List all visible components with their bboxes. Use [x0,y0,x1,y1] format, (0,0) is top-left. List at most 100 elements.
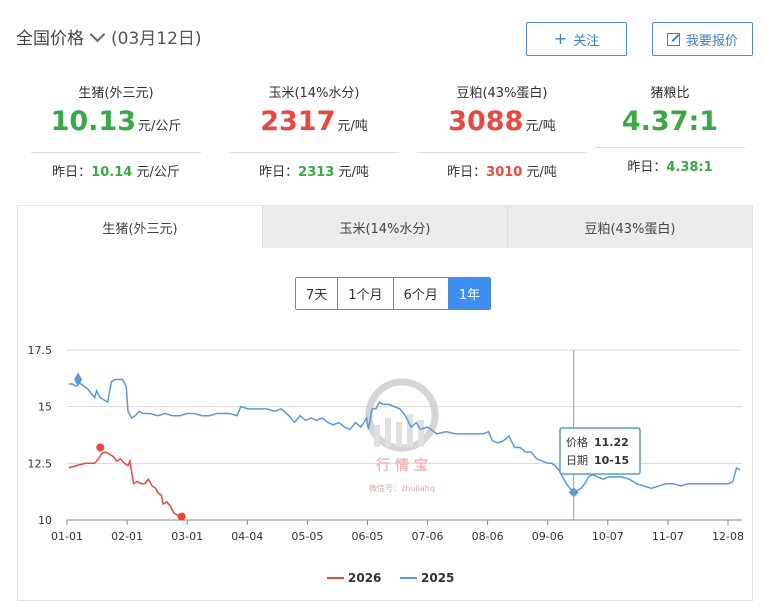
tab-hog[interactable]: 生猪(外三元) [18,206,262,248]
stat-value-number: 2317 [260,106,336,137]
quote-button[interactable]: 我要报价 [652,22,753,56]
range-1m[interactable]: 1个月 [337,278,393,309]
chart-tooltip: 价格 11.22 日期 10-15 [559,350,641,520]
watermark: 行 情 宝 微信号：zhujiahq [365,378,439,493]
x-tick-label: 10-07 [592,530,624,543]
title-text: 全国价格 [16,29,84,49]
prev-value: 4.38:1 [666,160,713,175]
x-tick-label: 11-07 [652,530,684,543]
prev-label: 昨日： [627,160,667,175]
range-selector: 7天 1个月 6个月 1年 [295,277,492,310]
stat-value: 3088 元/吨 [412,105,592,144]
tooltip-date-value: 10-15 [594,454,629,467]
watermark-bar [407,414,413,447]
tooltip-price-value: 11.22 [594,436,629,449]
series-line-2025[interactable] [68,378,741,494]
series-marker-max[interactable] [96,443,105,452]
watermark-bar [385,418,391,447]
header: 全国价格 (03月12日) + 关注 我要报价 [0,0,763,70]
stat-value-number: 10.13 [50,106,136,137]
prev-label: 昨日： [447,165,487,180]
stat-corn: 玉米(14%水分) 2317 元/吨 昨日：2313 元/吨 [224,76,404,180]
x-tick-label: 05-05 [291,530,323,543]
stat-name: 玉米(14%水分) [268,86,360,101]
chart-ticks: 17.5 15 12.5 10 01-01 02-01 03-01 04-04 05-05 06-… [28,344,744,543]
edit-icon [666,32,680,46]
watermark-bar [396,422,402,447]
tooltip-price-key: 价格 [566,435,588,449]
stat-name: 豆粕(43%蛋白) [456,86,548,101]
range-6m[interactable]: 6个月 [392,278,448,309]
y-tick-label: 12.5 [28,457,53,470]
title-date: (03月12日) [111,29,202,49]
chart-panel: 生猪(外三元) 玉米(14%水分) 豆粕(43%蛋白) 7天 1个月 6个月 1… [17,205,753,601]
watermark-logo-ring [365,378,439,452]
x-tick-label: 06-05 [351,530,383,543]
prev-value: 3010 [486,165,523,180]
series-marker-max[interactable] [74,372,83,387]
watermark-name: 行 情 宝 [375,457,428,474]
series-line-2026[interactable] [68,451,182,518]
follow-label: 关注 [573,33,600,49]
page-title[interactable]: 全国价格 (03月12日) [16,24,202,49]
stat-value-number: 3088 [448,106,524,137]
stat-name: 生猪(外三元) [78,86,154,101]
legend-label-2026[interactable]: 2026 [348,571,381,585]
stat-name: 猪粮比 [650,86,690,101]
stat-hog-grain-ratio: 猪粮比 4.37:1 昨日：4.38:1 [580,76,760,175]
range-1y[interactable]: 1年 [447,278,491,309]
x-tick-label: 01-01 [51,530,83,543]
watermark-sub: 微信号：zhujiahq [369,483,435,493]
stat-prev: 昨日：4.38:1 [580,156,760,175]
stat-value: 4.37:1 [580,105,760,139]
follow-button[interactable]: + 关注 [526,22,627,56]
range-7d[interactable]: 7天 [296,278,338,309]
tab-soymeal[interactable]: 豆粕(43%蛋白) [507,206,752,248]
stat-unit: 元/吨 [337,119,368,134]
commodity-tabs: 生猪(外三元) 玉米(14%水分) 豆粕(43%蛋白) [18,206,752,248]
chart-legend: 2026 2025 [327,571,454,585]
prev-label: 昨日： [259,165,299,180]
quote-label: 我要报价 [685,33,738,49]
prev-value: 10.14 [91,165,133,180]
prev-unit: 元/吨 [522,165,557,180]
price-summary: 生猪(外三元) 10.13 元/公斤 昨日：10.14 元/公斤 玉米(14%水分… [0,76,763,186]
legend-label-2025[interactable]: 2025 [421,571,454,585]
stat-prev: 昨日：2313 元/吨 [224,161,404,180]
x-tick-label: 02-01 [111,530,143,543]
tooltip-box [559,427,641,475]
divider [229,152,399,153]
stat-value: 2317 元/吨 [224,105,404,144]
x-tick-label: 09-06 [532,530,564,543]
prev-unit: 元/公斤 [132,165,180,180]
series-marker-last[interactable] [177,512,186,521]
stat-soymeal: 豆粕(43%蛋白) 3088 元/吨 昨日：3010 元/吨 [412,76,592,180]
stat-value-number: 4.37:1 [621,106,719,137]
stat-unit: 元/公斤 [138,119,182,134]
watermark-bar [418,420,424,447]
x-tick-label: 04-04 [231,530,263,543]
x-tick-label: 07-06 [412,530,444,543]
y-tick-label: 10 [38,514,52,527]
prev-unit: 元/吨 [334,165,369,180]
tooltip-price-label: 价格 [566,435,588,449]
x-tick-label: 12-08 [712,530,744,543]
stat-hog: 生猪(外三元) 10.13 元/公斤 昨日：10.14 元/公斤 [26,76,206,180]
prev-value: 2313 [298,165,335,180]
y-tick-label: 15 [38,401,52,414]
tab-corn[interactable]: 玉米(14%水分) [262,206,507,248]
tooltip-date-label: 日期 [566,454,588,467]
divider [417,152,587,153]
plus-icon: + [553,29,568,48]
stat-prev: 昨日：10.14 元/公斤 [26,161,206,180]
divider [31,152,201,153]
x-tick-label: 08-06 [472,530,504,543]
prev-label: 昨日： [52,165,92,180]
stat-unit: 元/吨 [525,119,556,134]
x-tick-label: 03-01 [171,530,203,543]
divider [595,147,745,148]
y-tick-label: 17.5 [28,344,53,357]
chart-series [68,372,741,521]
stat-value: 10.13 元/公斤 [26,105,206,144]
